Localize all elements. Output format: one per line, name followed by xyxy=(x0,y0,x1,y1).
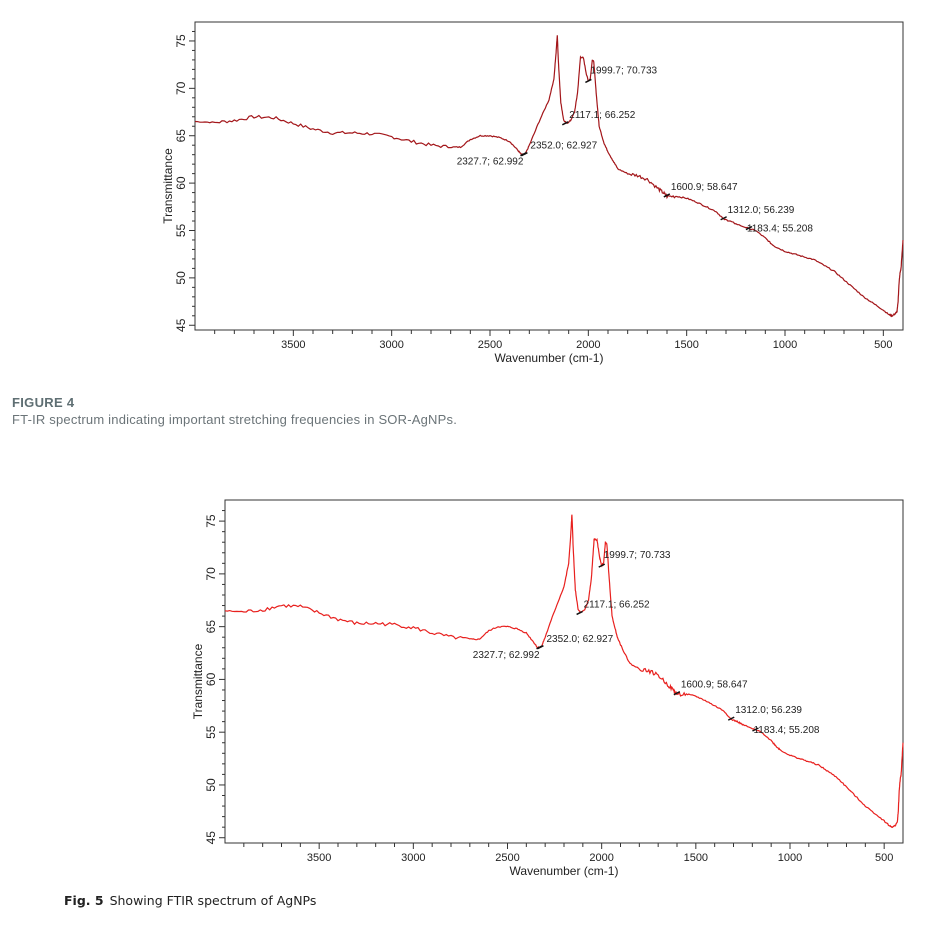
x-tick-label: 3500 xyxy=(307,852,331,864)
peak-annotation: 2352.0; 62.927 xyxy=(530,141,597,152)
peak-annotation: 2327.7; 62.992 xyxy=(457,157,524,168)
figure-4-label: FIGURE 4 xyxy=(12,395,75,410)
peak-annotation: 2117.1; 66.252 xyxy=(569,110,635,121)
plot-frame xyxy=(224,499,904,844)
peak-marker xyxy=(745,225,753,231)
peak-marker xyxy=(585,78,592,84)
peak-annotation: 1183.4; 55.208 xyxy=(753,725,819,736)
y-tick-label: 65 xyxy=(174,129,188,143)
x-tick-label: 500 xyxy=(874,339,892,351)
x-tick-label: 3000 xyxy=(379,339,403,351)
peak-marker xyxy=(576,610,583,616)
x-tick-label: 1000 xyxy=(778,852,802,864)
y-axis-label: Transmittance xyxy=(191,643,205,719)
peak-marker xyxy=(727,716,735,721)
peak-annotation: 1600.9; 58.647 xyxy=(681,680,748,691)
figure-5-caption: Showing FTIR spectrum of AgNPs xyxy=(109,893,317,908)
x-tick-label: 2000 xyxy=(576,339,600,351)
y-tick-label: 65 xyxy=(204,620,218,634)
x-tick-label: 2000 xyxy=(589,852,613,864)
figure-4-caption: FT-IR spectrum indicating important stre… xyxy=(12,412,458,427)
peak-marker xyxy=(561,121,569,126)
x-tick-label: 2500 xyxy=(478,339,502,351)
y-tick-label: 55 xyxy=(204,725,218,739)
peak-marker xyxy=(598,563,606,568)
peak-annotation: 2327.7; 62.992 xyxy=(473,650,540,661)
y-tick-label: 60 xyxy=(204,672,218,686)
peak-marker xyxy=(673,691,681,696)
y-tick-label: 55 xyxy=(174,223,188,237)
peak-annotation: 1312.0; 56.239 xyxy=(728,205,795,216)
x-tick-label: 1500 xyxy=(674,339,698,351)
y-tick-label: 50 xyxy=(204,778,218,792)
x-tick-label: 3000 xyxy=(401,852,425,864)
peak-annotation: 1183.4; 55.208 xyxy=(747,224,813,235)
plot-frame xyxy=(194,21,904,331)
y-tick-label: 75 xyxy=(174,34,188,48)
ftir-chart-figure-5: 3500 3000 2500 2000 1500 1000 500 45 50 55 60 65 70 7… xyxy=(191,499,904,878)
y-tick-label: 70 xyxy=(174,81,188,95)
y-tick-label: 60 xyxy=(174,176,188,190)
y-tick-label: 50 xyxy=(174,271,188,285)
peak-marker xyxy=(720,216,727,221)
y-tick-label: 70 xyxy=(204,567,218,581)
peak-marker xyxy=(521,152,528,157)
y-tick-label: 45 xyxy=(204,831,218,845)
peak-annotation: 1999.7; 70.733 xyxy=(604,550,671,561)
y-axis-label: Transmittance xyxy=(161,148,175,224)
spectrum-line xyxy=(224,514,904,828)
x-tick-label: 1000 xyxy=(773,339,797,351)
x-tick-label: 1500 xyxy=(684,852,708,864)
figure-5-label: Fig. 5 xyxy=(64,893,104,908)
x-tick-label: 500 xyxy=(875,852,893,864)
peak-marker xyxy=(752,727,759,732)
y-tick-label: 45 xyxy=(174,318,188,332)
figure-5-caption-block: Fig. 5 Showing FTIR spectrum of AgNPs xyxy=(64,893,316,908)
spectrum-line xyxy=(194,35,904,318)
peak-annotation: 2117.1; 66.252 xyxy=(584,599,650,610)
x-tick-label: 2500 xyxy=(495,852,519,864)
peak-annotation: 1999.7; 70.733 xyxy=(590,65,657,76)
peak-annotation: 2352.0; 62.927 xyxy=(546,634,613,645)
peak-marker xyxy=(537,645,544,650)
x-axis-label: Wavenumber (cm-1) xyxy=(495,351,604,365)
x-tick-label: 3500 xyxy=(281,339,305,351)
y-tick-label: 75 xyxy=(204,514,218,528)
ftir-chart-figure-4: 3500 3000 2500 2000 1500 1000 500 45 50 55 60 65 70 7… xyxy=(161,21,904,365)
peak-annotation: 1312.0; 56.239 xyxy=(735,705,802,716)
x-axis-label: Wavenumber (cm-1) xyxy=(510,864,619,878)
peak-marker xyxy=(663,193,671,198)
peak-annotation: 1600.9; 58.647 xyxy=(671,182,738,193)
